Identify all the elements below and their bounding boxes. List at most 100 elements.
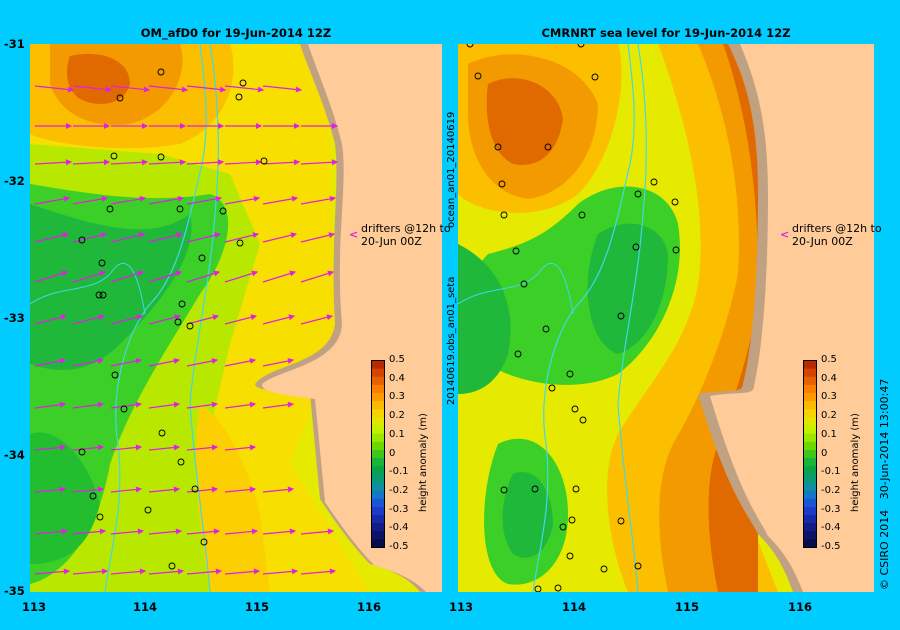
drifter-arrowhead [101,195,109,202]
lon-tick: 116 [357,600,382,614]
cb-tick: 0 [389,447,396,459]
arrow-left-icon: < [780,228,790,241]
colorbar-swatch [803,490,817,500]
drifter-marker [186,322,194,330]
drifter-marker [572,485,580,493]
bathymetry-line-2 [617,44,647,592]
drifter-arrowhead [249,486,257,493]
colorbar-swatch [803,531,817,540]
colorbar-swatch [803,498,817,508]
drifter-marker [110,152,118,160]
colorbar-swatch [371,441,385,451]
drifter-arrowhead [215,195,223,202]
drifter-arrow [224,197,260,205]
drifter-arrow [110,570,146,575]
drifter-marker [239,79,247,87]
colorbar-swatch [371,514,385,524]
cb-tick: -0.1 [389,466,409,478]
drifter-arrowhead [253,195,261,202]
drifter-arrowhead [136,314,144,321]
bathymetry-line-3 [30,262,146,315]
drifter-arrow [110,85,150,91]
colorbar-swatch [371,498,385,508]
drifter-arrow [186,570,222,575]
drifter-marker [96,513,104,521]
drifter-arrowhead [287,486,295,493]
drifter-marker [512,247,520,255]
drifter-marker [534,585,542,592]
drifter-arrow [110,446,142,451]
drifter-marker [500,211,508,219]
drifter-marker [89,492,97,500]
bathymetry-line-2 [189,44,219,592]
drifter-marker [634,190,642,198]
cb-tick: -0.4 [389,522,409,534]
drifter-arrowhead [326,314,334,321]
cb-tick: -0.3 [389,503,409,515]
drifter-arrowhead [211,401,219,408]
drifter-marker [544,143,552,151]
drifter-marker [178,300,186,308]
cb-tick: -0.5 [389,541,409,552]
colorbar-swatch [803,401,817,410]
drifter-arrowhead [65,159,73,166]
drifter-arrowhead [61,270,69,277]
drifter-arrowhead [141,123,149,129]
drifter-marker [554,584,562,592]
drifter-marker [548,384,556,392]
note-line-1: drifters @12h to [361,222,451,235]
drifter-arrowhead [251,270,259,277]
drifter-arrowhead [213,270,221,277]
drifter-arrowhead [103,123,111,129]
drifter-arrow [262,161,300,165]
drifter-arrow [148,233,183,243]
drifter-arrowhead [60,314,68,321]
colorbar-swatch [803,409,817,418]
contour-darkgreen-west [458,244,511,394]
drifter-arrowhead [249,444,257,451]
lat-tick: -34 [4,448,25,462]
drifter-marker [566,370,574,378]
drifter-arrowhead [177,568,185,575]
drifter-arrowhead [211,486,219,493]
colorbar-swatch [803,514,817,524]
drifter-marker [531,485,539,493]
drifter-arrow [186,488,218,493]
colorbar-swatch [803,417,817,427]
drifter-arrowhead [173,401,181,408]
drifter-marker [566,552,574,560]
drifter-arrowhead [101,568,109,575]
land [710,44,874,592]
colorbar-swatch [371,506,385,516]
drifter-arrowhead [67,86,75,93]
cb-tick: 0.5 [389,354,405,365]
drifter-arrow [148,315,181,325]
contour-yellow-south [195,404,270,592]
land [262,44,442,592]
drifter-arrow [148,403,180,409]
drifter-arrowhead [138,232,146,239]
drifter-arrow [110,359,142,367]
drifter-arrow [186,403,218,409]
drifter-arrowhead [62,232,70,239]
drifter-arrowhead [97,358,105,364]
drifter-arrowhead [217,159,225,166]
drifter-marker [600,565,608,573]
drifter-arrowhead [249,401,257,408]
left-colorbar [371,360,385,548]
cb-tick: 0 [821,447,828,459]
colorbar-swatch [803,433,817,443]
drifter-marker [168,562,176,570]
side-label-bottom: 20140619.obs_an01_seta [446,276,457,405]
bathymetry-line-1 [104,44,207,592]
drifter-arrow [224,359,256,367]
drifter-arrow [34,271,68,283]
cb-tick: 0.5 [821,354,837,365]
drifter-arrow [72,403,104,409]
colorbar-swatch [803,458,817,467]
drifter-arrow [300,570,336,575]
drifter-marker [120,405,128,413]
bathymetry-line-3 [458,262,574,315]
contour-high [67,53,130,104]
